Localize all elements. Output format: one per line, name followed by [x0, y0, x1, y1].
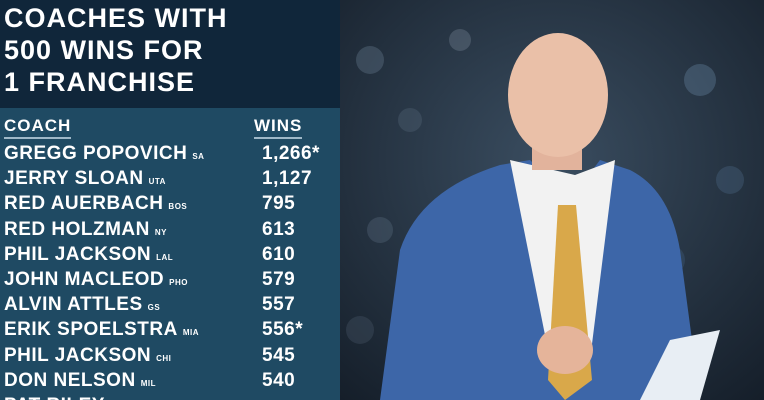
table-row: PHIL JACKSON CHI 545	[0, 345, 340, 370]
title: 1 FRANCHISE	[4, 67, 196, 97]
team-code: LAL	[156, 252, 174, 262]
coach-cell: JERRY SLOAN UTA	[4, 168, 166, 190]
coach-name: GREGG POPOVICH	[4, 143, 188, 164]
coach-name: ALVIN ATTLES	[4, 294, 143, 316]
wins-cell: 1,266*	[262, 143, 320, 164]
wins-cell: 556*	[262, 319, 304, 341]
coach-name: RED HOLZMAN	[4, 218, 150, 240]
coach-name: RED AUERBACH	[4, 193, 164, 215]
column-header: WINS	[254, 116, 303, 139]
coach-name: JERRY SLOAN	[4, 168, 144, 190]
wins-cell: 545	[262, 344, 296, 366]
coach-cell: GREGG POPOVICH SA	[4, 143, 204, 165]
coach-cell: ERIK SPOELSTRA MIA	[4, 319, 199, 341]
coach-name: PAT RILEY	[4, 395, 105, 400]
wins-cell: 1,127	[262, 168, 313, 190]
title: 500 WINS FOR	[4, 35, 204, 65]
wins-cell: 540	[262, 369, 296, 391]
coach-cell: PAT RILEY	[4, 395, 105, 400]
coach-name: DON NELSON	[4, 369, 136, 391]
coach-cell: ALVIN ATTLES GS	[4, 294, 160, 316]
coach-cell: RED AUERBACH BOS	[4, 193, 187, 215]
wins-cell: 557	[262, 294, 296, 316]
team-code: MIL	[140, 378, 156, 388]
coach-cell: PHIL JACKSON LAL	[4, 244, 173, 266]
team-code: NY	[154, 227, 168, 237]
team-code: CHI	[156, 353, 172, 363]
table-row: ERIK SPOELSTRA MIA 556*	[0, 319, 340, 344]
table-row: JERRY SLOAN UTA 1,127	[0, 168, 340, 193]
hand	[537, 326, 593, 374]
table-row: JOHN MACLEOD PHO 579	[0, 269, 340, 294]
table-row: ALVIN ATTLES GS 557	[0, 294, 340, 319]
coach-name: ERIK SPOELSTRA	[4, 319, 178, 341]
coach-name: PHIL JACKSON	[4, 243, 152, 265]
wins-cell: 610	[262, 243, 296, 265]
wins-cell: 579	[262, 269, 296, 290]
coach-cell: RED HOLZMAN NY	[4, 219, 167, 241]
head	[508, 33, 608, 157]
team-code: MIA	[182, 328, 199, 338]
table-panel: COACHES WITH 500 WINS FOR 1 FRANCHISE CO…	[0, 0, 340, 400]
table-row: PAT RILEY	[0, 395, 340, 400]
coach-cell: PHIL JACKSON CHI	[4, 345, 171, 367]
coach-name: PHIL JACKSON	[4, 344, 152, 366]
table-row: RED HOLZMAN NY 613	[0, 219, 340, 244]
coach-cell: JOHN MACLEOD PHO	[4, 269, 188, 291]
table-row: RED AUERBACH BOS 795	[0, 193, 340, 218]
column-header: COACH	[4, 116, 72, 139]
coach-name: JOHN MACLEOD	[4, 269, 165, 290]
table-row: DON NELSON MIL 540	[0, 370, 340, 395]
table-row: GREGG POPOVICH SA 1,266*	[0, 143, 340, 168]
team-code: BOS	[168, 202, 188, 212]
team-code: GS	[147, 303, 161, 313]
wins-cell: 795	[262, 193, 296, 215]
team-code: UTA	[148, 177, 166, 187]
header	[0, 0, 340, 108]
clipboard	[640, 330, 720, 400]
title: COACHES WITH	[4, 3, 228, 33]
team-code: SA	[192, 152, 205, 161]
table-row: PHIL JACKSON LAL 610	[0, 244, 340, 269]
photo	[340, 0, 764, 400]
coach-cell: DON NELSON MIL	[4, 370, 156, 392]
team-code: PHO	[169, 278, 188, 287]
wins-cell: 613	[262, 218, 296, 240]
